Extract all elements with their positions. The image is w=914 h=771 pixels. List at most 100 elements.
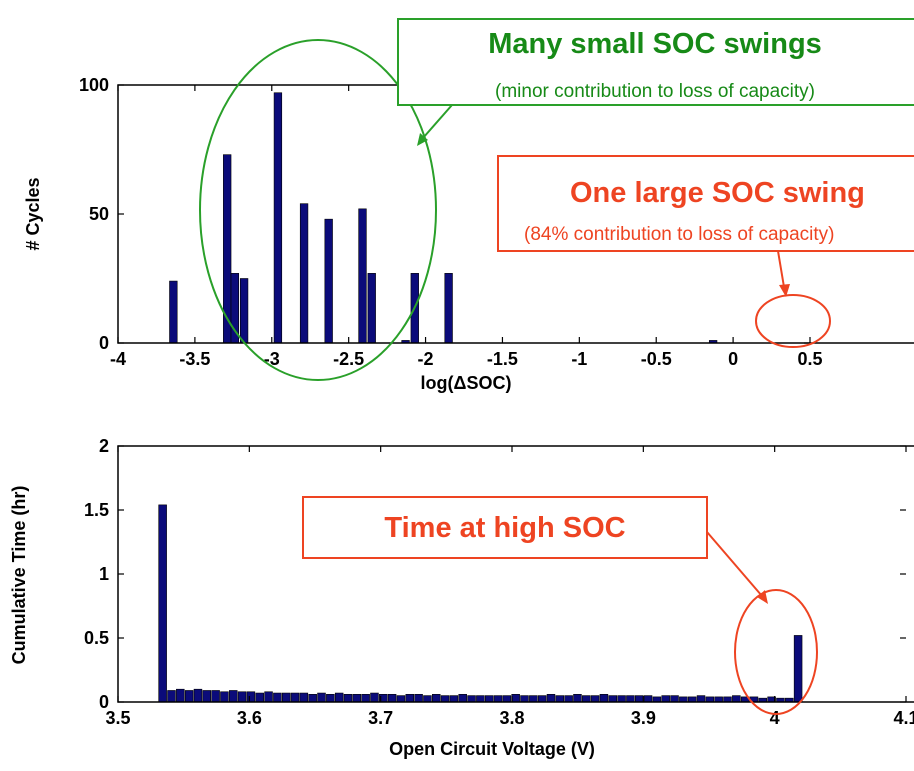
bar [237, 691, 247, 703]
bar [608, 695, 618, 703]
bar [367, 273, 376, 344]
x-tick-label: -4 [110, 349, 126, 369]
small-swings-callout: Many small SOC swings (minor contributio… [397, 18, 914, 106]
x-tick-label: -3.5 [179, 349, 210, 369]
bar [273, 692, 282, 703]
bar [467, 695, 476, 703]
bar [732, 695, 741, 703]
bar [502, 695, 512, 703]
small-swings-title: Many small SOC swings [488, 28, 822, 60]
histogram-ocv-time: 3.5 3.6 3.7 3.8 3.9 4 4.1 0 0.5 1 1.5 2 Open Circui… [9, 436, 914, 759]
bar [370, 692, 379, 703]
bar [158, 504, 167, 703]
bar [493, 695, 503, 703]
bar [476, 695, 485, 703]
bar [414, 694, 423, 703]
bar [326, 694, 335, 703]
bar [705, 696, 715, 703]
x-tick-label: -2 [418, 349, 434, 369]
bar [546, 694, 556, 703]
bars [169, 92, 718, 344]
high-soc-box [302, 496, 708, 559]
bar [343, 694, 353, 703]
bar [308, 694, 317, 703]
bar [299, 692, 309, 703]
y-tick-label: 1 [99, 564, 109, 584]
y-axis-label: # Cycles [23, 177, 43, 250]
bar [449, 695, 459, 703]
bar [264, 691, 273, 703]
bar [246, 691, 256, 703]
bar [317, 692, 326, 703]
x-tick-label: 3.6 [237, 708, 262, 728]
bar [458, 694, 467, 703]
x-tick-label: 3.5 [105, 708, 130, 728]
bar [281, 692, 291, 703]
x-tick-label: 4 [770, 708, 780, 728]
bar [634, 695, 644, 703]
bar [352, 694, 362, 703]
bar [652, 696, 662, 703]
bar [169, 280, 178, 344]
x-tick-label: 3.7 [368, 708, 393, 728]
small-swings-subtitle: (minor contribution to loss of capacity) [495, 81, 815, 102]
bar [220, 691, 229, 703]
large-swing-title: One large SOC swing [570, 177, 865, 209]
large-swing-callout: One large SOC swing (84% contribution to… [497, 155, 914, 252]
bar [679, 696, 688, 703]
x-tick-label: 3.9 [631, 708, 656, 728]
bar [696, 695, 706, 703]
bar [529, 695, 538, 703]
bar [444, 273, 453, 344]
bar [511, 694, 520, 703]
bar [537, 695, 547, 703]
bar [239, 278, 249, 344]
bar [793, 635, 803, 703]
bar [387, 694, 397, 703]
x-tick-label: 0 [728, 349, 738, 369]
y-tick-label: 1.5 [84, 500, 109, 520]
bar [582, 695, 591, 703]
bar [211, 690, 220, 703]
large-swing-subtitle: (84% contribution to loss of capacity) [524, 224, 835, 245]
bar [484, 695, 494, 703]
bar [358, 208, 367, 344]
large-swing-ellipse [755, 294, 831, 348]
bar [334, 692, 344, 703]
bar [299, 203, 309, 344]
bar [617, 695, 626, 703]
y-axis-label: Cumulative Time (hr) [9, 486, 29, 665]
x-tick-label: -0.5 [641, 349, 672, 369]
high-soc-arrow-head [757, 590, 768, 604]
bar [573, 694, 582, 703]
small-swings-box [397, 18, 914, 106]
bar [520, 695, 529, 703]
bar [202, 690, 212, 703]
high-soc-callout: Time at high SOC [302, 496, 708, 559]
bar [626, 695, 635, 703]
bar [361, 694, 370, 703]
bar [405, 694, 415, 703]
small-swings-arrow-head [417, 133, 428, 146]
y-tick-label: 100 [79, 75, 109, 95]
y-tick-label: 2 [99, 436, 109, 456]
x-tick-label: -1 [571, 349, 587, 369]
bar [687, 696, 697, 703]
bar [193, 688, 203, 703]
ticks: 3.5 3.6 3.7 3.8 3.9 4 4.1 0 0.5 1 1.5 2 [84, 436, 914, 728]
bar [432, 694, 441, 703]
high-soc-ellipse [734, 589, 818, 715]
bar [230, 273, 240, 344]
bar [599, 694, 609, 703]
bar [440, 695, 450, 703]
bar [423, 695, 432, 703]
bar [643, 695, 653, 703]
bar [670, 695, 679, 703]
bar [255, 692, 264, 703]
y-tick-label: 50 [89, 204, 109, 224]
y-tick-label: 0.5 [84, 628, 109, 648]
bar [229, 690, 238, 703]
